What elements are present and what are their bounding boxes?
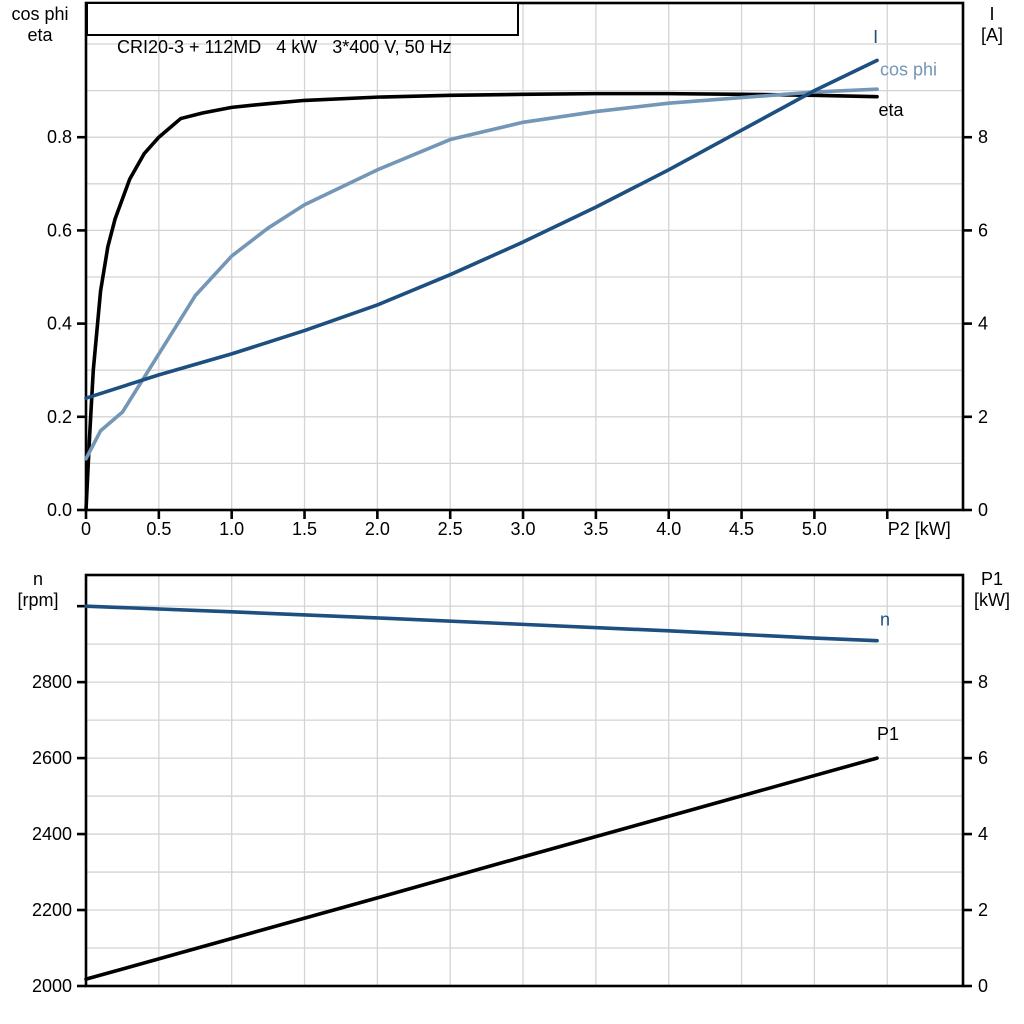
svg-text:4.5: 4.5 — [729, 519, 754, 539]
svg-text:1.5: 1.5 — [292, 519, 317, 539]
svg-text:0.4: 0.4 — [47, 314, 72, 334]
svg-text:0: 0 — [978, 500, 988, 520]
svg-text:eta: eta — [879, 100, 905, 120]
left-axis-label-line2: eta — [27, 25, 53, 45]
left-axis-label-line1: cos phi — [11, 4, 69, 24]
svg-text:8: 8 — [978, 672, 988, 692]
right-axis-label-line1: I — [989, 4, 995, 24]
svg-text:6: 6 — [978, 220, 988, 240]
svg-text:6: 6 — [978, 748, 988, 768]
svg-text:3.5: 3.5 — [583, 519, 608, 539]
svg-text:0.2: 0.2 — [47, 407, 72, 427]
svg-text:0: 0 — [978, 976, 988, 996]
svg-text:2.5: 2.5 — [438, 519, 463, 539]
svg-text:2: 2 — [978, 407, 988, 427]
svg-text:2800: 2800 — [32, 672, 72, 692]
chart-title: CRI20-3 + 112MD 4 kW 3*400 V, 50 Hz — [117, 37, 452, 57]
svg-text:P2 [kW]: P2 [kW] — [888, 519, 951, 539]
svg-text:3.0: 3.0 — [511, 519, 536, 539]
svg-text:0.5: 0.5 — [146, 519, 171, 539]
svg-text:0: 0 — [81, 519, 91, 539]
svg-text:cos phi: cos phi — [880, 60, 937, 80]
svg-text:2200: 2200 — [32, 900, 72, 920]
svg-text:2.0: 2.0 — [365, 519, 390, 539]
power-axis-label-line2: [kW] — [974, 590, 1010, 610]
svg-text:0.8: 0.8 — [47, 127, 72, 147]
svg-text:4: 4 — [978, 314, 988, 334]
chart-title-box: CRI20-3 + 112MD 4 kW 3*400 V, 50 Hz — [86, 2, 519, 57]
svg-text:2600: 2600 — [32, 748, 72, 768]
svg-text:1.0: 1.0 — [219, 519, 244, 539]
svg-text:2000: 2000 — [32, 976, 72, 996]
svg-text:P1: P1 — [877, 724, 899, 744]
svg-text:8: 8 — [978, 127, 988, 147]
svg-text:4: 4 — [978, 824, 988, 844]
svg-text:4.0: 4.0 — [656, 519, 681, 539]
right-axis-label-line2: [A] — [980, 25, 1003, 45]
svg-text:0.0: 0.0 — [47, 500, 72, 520]
power-axis-label-line1: P1 — [980, 569, 1004, 589]
svg-text:5.0: 5.0 — [802, 519, 827, 539]
speed-axis-label-line1: n — [32, 569, 43, 589]
svg-text:0.6: 0.6 — [47, 220, 72, 240]
top-right-axis-label: I [A] — [961, 4, 1023, 46]
svg-text:I: I — [873, 27, 878, 47]
bottom-left-axis-label: n [rpm] — [0, 569, 76, 611]
bottom-right-axis-label: P1 [kW] — [961, 569, 1023, 611]
svg-text:n: n — [880, 609, 890, 629]
svg-text:2: 2 — [978, 900, 988, 920]
svg-text:2400: 2400 — [32, 824, 72, 844]
speed-axis-label-line2: [rpm] — [17, 590, 59, 610]
top-left-axis-label: cos phi eta — [0, 4, 80, 46]
